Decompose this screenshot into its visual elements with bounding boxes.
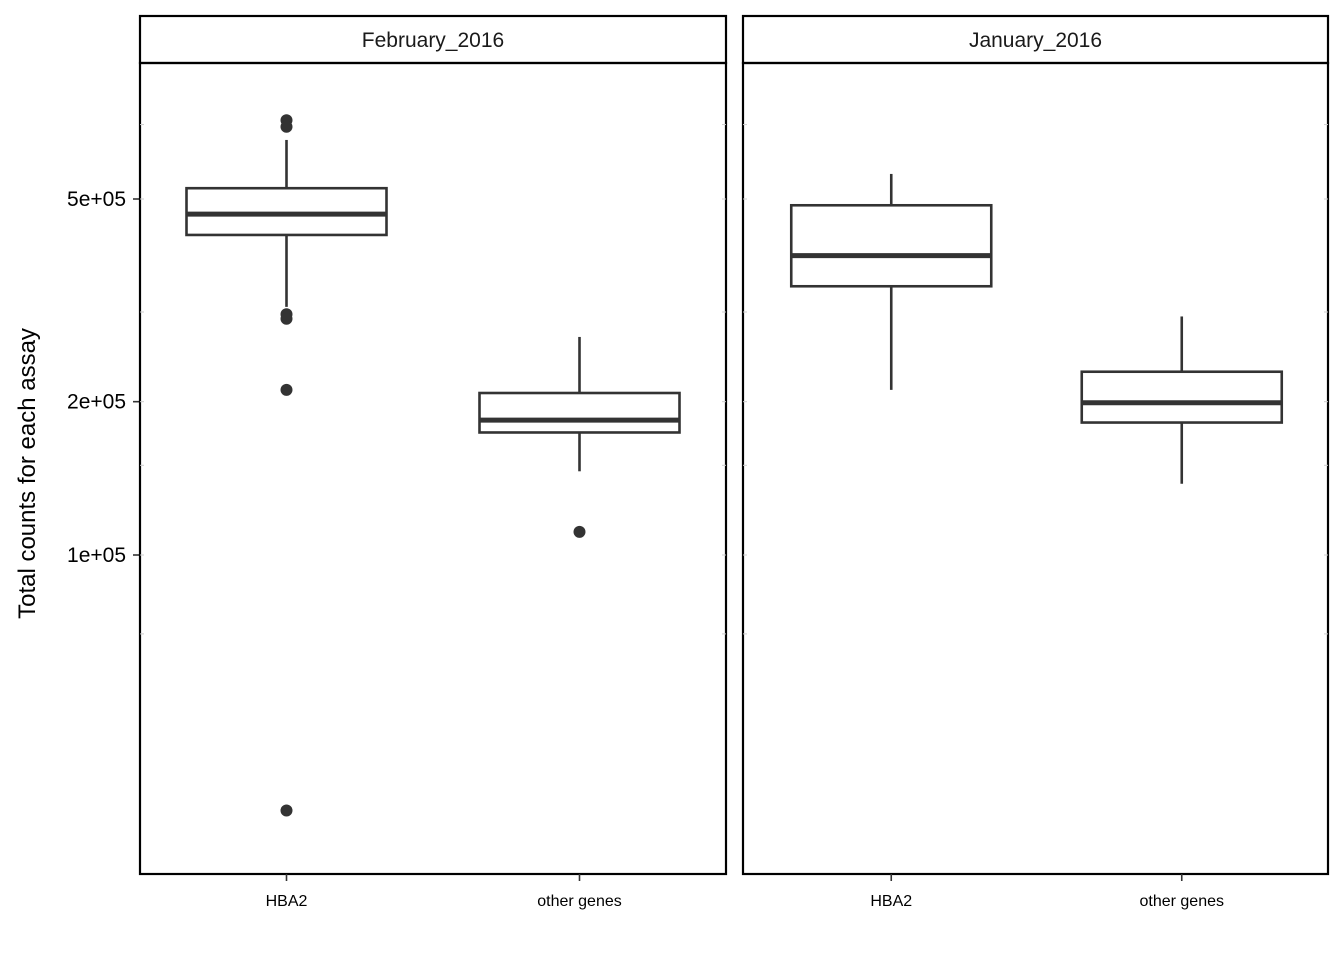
y-tick-label: 2e+05: [67, 391, 126, 414]
y-tick-label: 1e+05: [67, 544, 126, 567]
box-hba2: [185, 114, 388, 817]
outlier-point: [280, 120, 293, 133]
box-iqr: [185, 186, 388, 237]
box-iqr: [1080, 370, 1284, 424]
facet-title: January_2016: [969, 29, 1102, 52]
box-hba2: [789, 173, 993, 390]
box-other-genes: [1080, 316, 1284, 484]
x-tick-label: other genes: [1139, 893, 1224, 910]
x-tick-label: HBA2: [870, 893, 912, 910]
facet-strip: [741, 14, 1330, 65]
outlier-point: [573, 525, 586, 538]
facet-panel: February_2016 HBA2 other genes: [138, 14, 728, 910]
x-tick-label: HBA2: [266, 893, 308, 910]
x-tick-label: other genes: [537, 893, 622, 910]
box-iqr: [789, 203, 993, 288]
box-iqr: [478, 391, 681, 434]
y-tick-label: 5e+05: [67, 188, 126, 211]
facet-title: February_2016: [362, 29, 504, 52]
outlier-point: [280, 312, 293, 325]
panel-border: [138, 61, 728, 876]
y-axis-title: Total counts for each assay: [14, 328, 41, 619]
facet-strip: [138, 14, 728, 65]
outlier-point: [280, 804, 293, 817]
facet-panel: January_2016 HBA2 other genes: [741, 14, 1330, 910]
box-other-genes: [478, 336, 681, 538]
outlier-point: [280, 383, 293, 396]
panel-border: [741, 61, 1330, 876]
